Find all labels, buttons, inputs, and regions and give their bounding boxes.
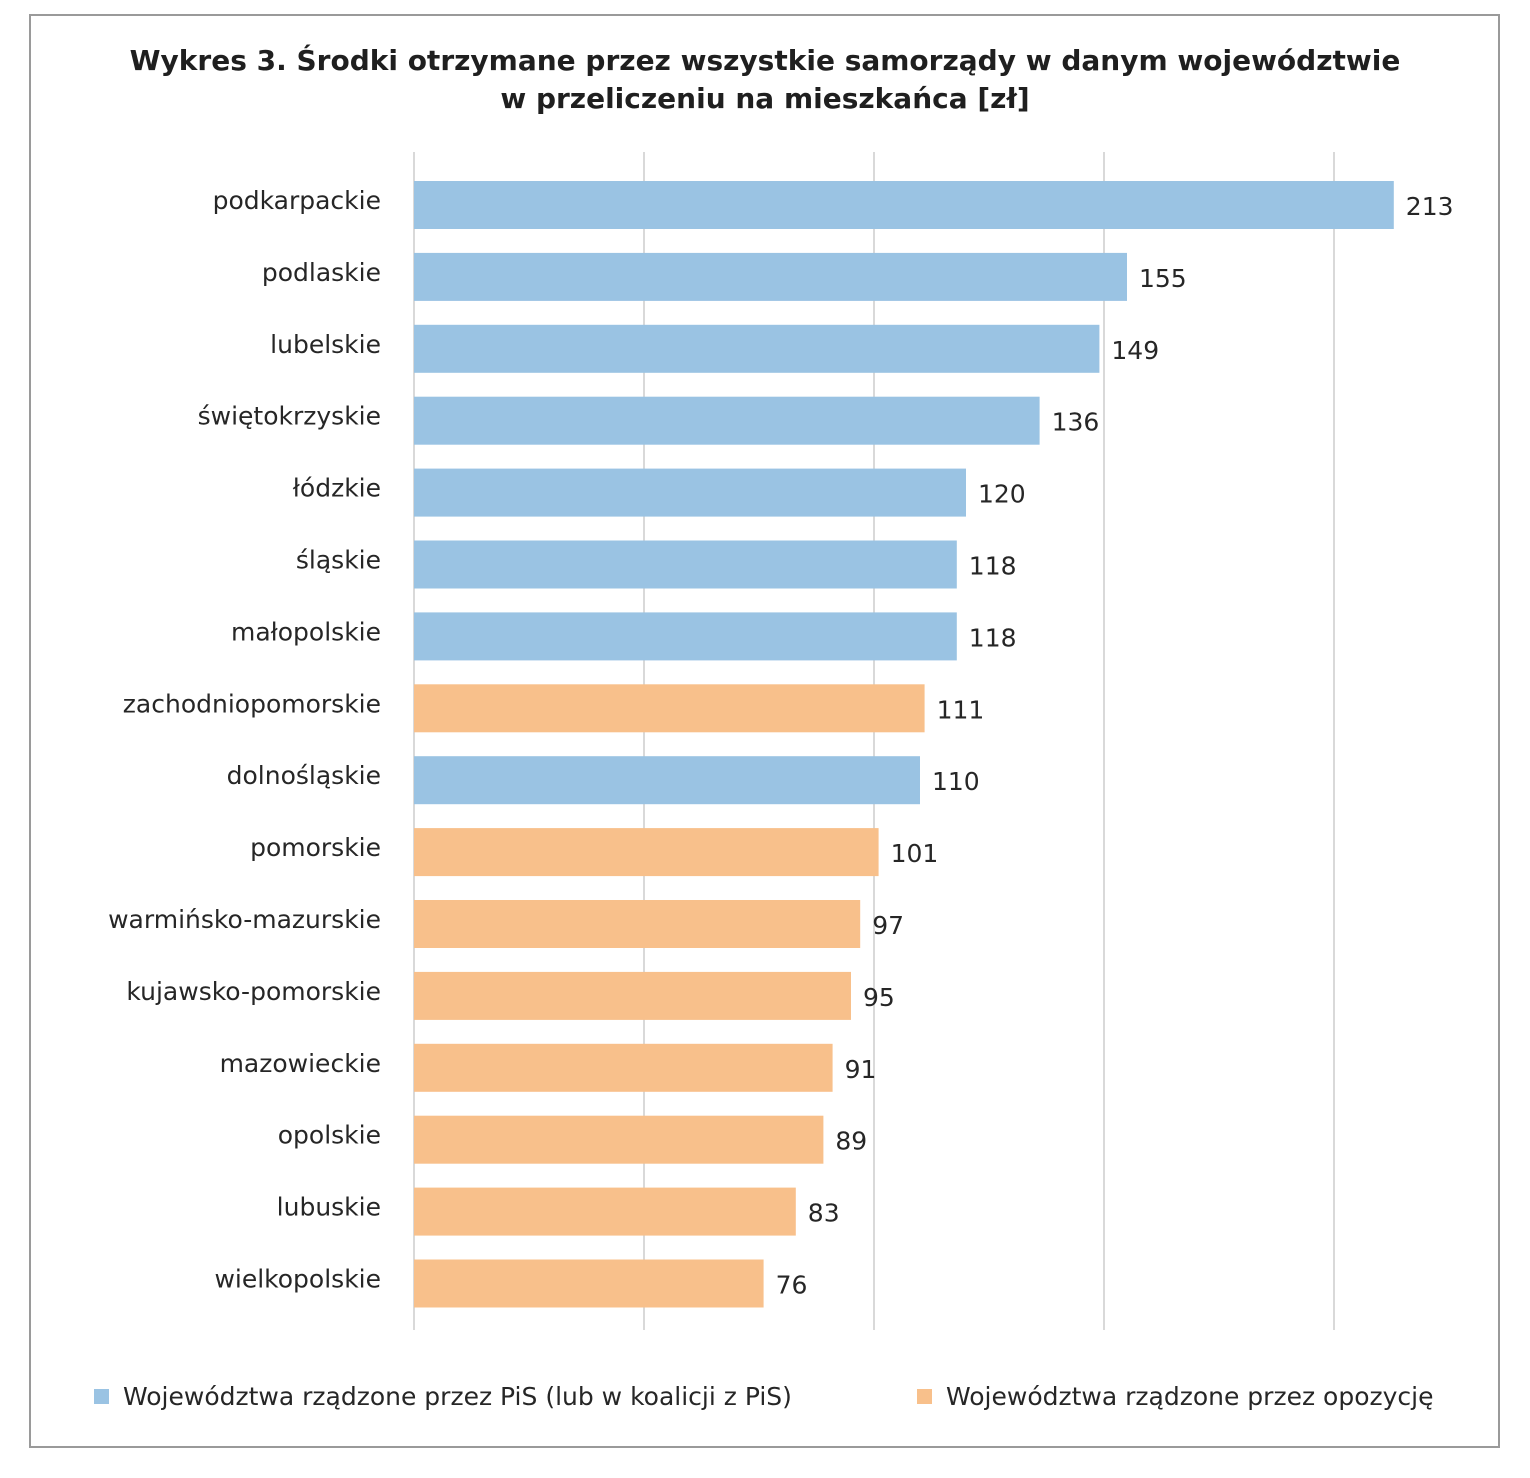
bar-podkarpackie: [414, 181, 1394, 229]
bar-pomorskie: [414, 828, 879, 877]
bar-wielkopolskie: [414, 1259, 764, 1308]
bar-warmińsko-mazurskie: [414, 900, 861, 948]
category-label-pomorskie: pomorskie: [250, 833, 381, 862]
category-label-łódzkie: łódzkie: [293, 474, 381, 503]
value-label-śląskie: 118: [969, 552, 1017, 581]
bar-kujawsko-pomorskie: [414, 971, 851, 1020]
category-label-opolskie: opolskie: [278, 1121, 381, 1150]
category-label-małopolskie: małopolskie: [231, 617, 381, 646]
value-label-małopolskie: 118: [969, 623, 1017, 652]
bar-małopolskie: [414, 612, 957, 661]
bar-łódzkie: [414, 468, 966, 517]
category-label-świętokrzyskie: świętokrzyskie: [198, 402, 381, 431]
legend-swatch-pis: [94, 1388, 109, 1404]
legend-label-pis: Województwa rządzone przez PiS (lub w ko…: [123, 1381, 792, 1411]
legend-item-pis: Województwa rządzone przez PiS (lub w ko…: [94, 1378, 792, 1414]
value-label-lubelskie: 149: [1111, 336, 1159, 365]
value-label-warmińsko-mazurskie: 97: [872, 911, 904, 940]
chart-title: Wykres 3. Środki otrzymane przez wszystk…: [0, 42, 1530, 118]
category-label-dolnośląskie: dolnośląskie: [227, 761, 381, 790]
value-label-mazowieckie: 91: [845, 1055, 877, 1084]
category-label-warmińsko-mazurskie: warmińsko-mazurskie: [108, 905, 381, 934]
value-label-dolnośląskie: 110: [932, 767, 980, 796]
value-label-kujawsko-pomorskie: 95: [863, 983, 895, 1012]
category-label-lubelskie: lubelskie: [270, 330, 381, 359]
value-label-podlaskie: 155: [1139, 264, 1187, 293]
value-label-zachodniopomorskie: 111: [937, 695, 985, 724]
bar-opolskie: [414, 1115, 824, 1164]
value-label-pomorskie: 101: [891, 839, 939, 868]
bar-lubelskie: [414, 324, 1100, 373]
bar-lubuskie: [414, 1187, 796, 1236]
bar-świętokrzyskie: [414, 396, 1040, 445]
chart-title-line-2: w przeliczeniu na mieszkańca [zł]: [500, 82, 1030, 115]
legend-swatch-opposition: [917, 1388, 932, 1404]
category-label-zachodniopomorskie: zachodniopomorskie: [123, 689, 381, 718]
bar-zachodniopomorskie: [414, 684, 925, 733]
value-label-świętokrzyskie: 136: [1052, 408, 1100, 437]
bar-dolnośląskie: [414, 756, 920, 805]
value-label-wielkopolskie: 76: [776, 1271, 808, 1300]
value-label-opolskie: 89: [835, 1127, 867, 1156]
category-labels: podkarpackie podlaskie lubelskie świętokrzy…: [108, 186, 381, 1294]
category-label-lubuskie: lubuskie: [277, 1193, 381, 1222]
category-label-podlaskie: podlaskie: [262, 258, 381, 287]
category-label-podkarpackie: podkarpackie: [213, 186, 381, 215]
category-label-mazowieckie: mazowieckie: [220, 1049, 381, 1078]
legend-label-opposition: Województwa rządzone przez opozycję: [946, 1381, 1434, 1411]
category-label-śląskie: śląskie: [296, 546, 381, 575]
bar-śląskie: [414, 540, 957, 589]
bar-mazowieckie: [414, 1043, 833, 1092]
bars: [414, 181, 1394, 1308]
value-label-podkarpackie: 213: [1406, 192, 1454, 221]
chart-title-line-1: Wykres 3. Środki otrzymane przez wszystk…: [129, 44, 1401, 77]
value-label-lubuskie: 83: [808, 1199, 840, 1228]
category-label-wielkopolskie: wielkopolskie: [214, 1265, 381, 1294]
value-label-łódzkie: 120: [978, 480, 1026, 509]
legend-item-opposition: Województwa rządzone przez opozycję: [917, 1378, 1433, 1414]
value-labels: 213 155 149 136 120 118 118 111 110 101 97 95 91 89 83…: [776, 192, 1454, 1300]
category-label-kujawsko-pomorskie: kujawsko-pomorskie: [126, 977, 381, 1006]
bar-podlaskie: [414, 252, 1127, 301]
